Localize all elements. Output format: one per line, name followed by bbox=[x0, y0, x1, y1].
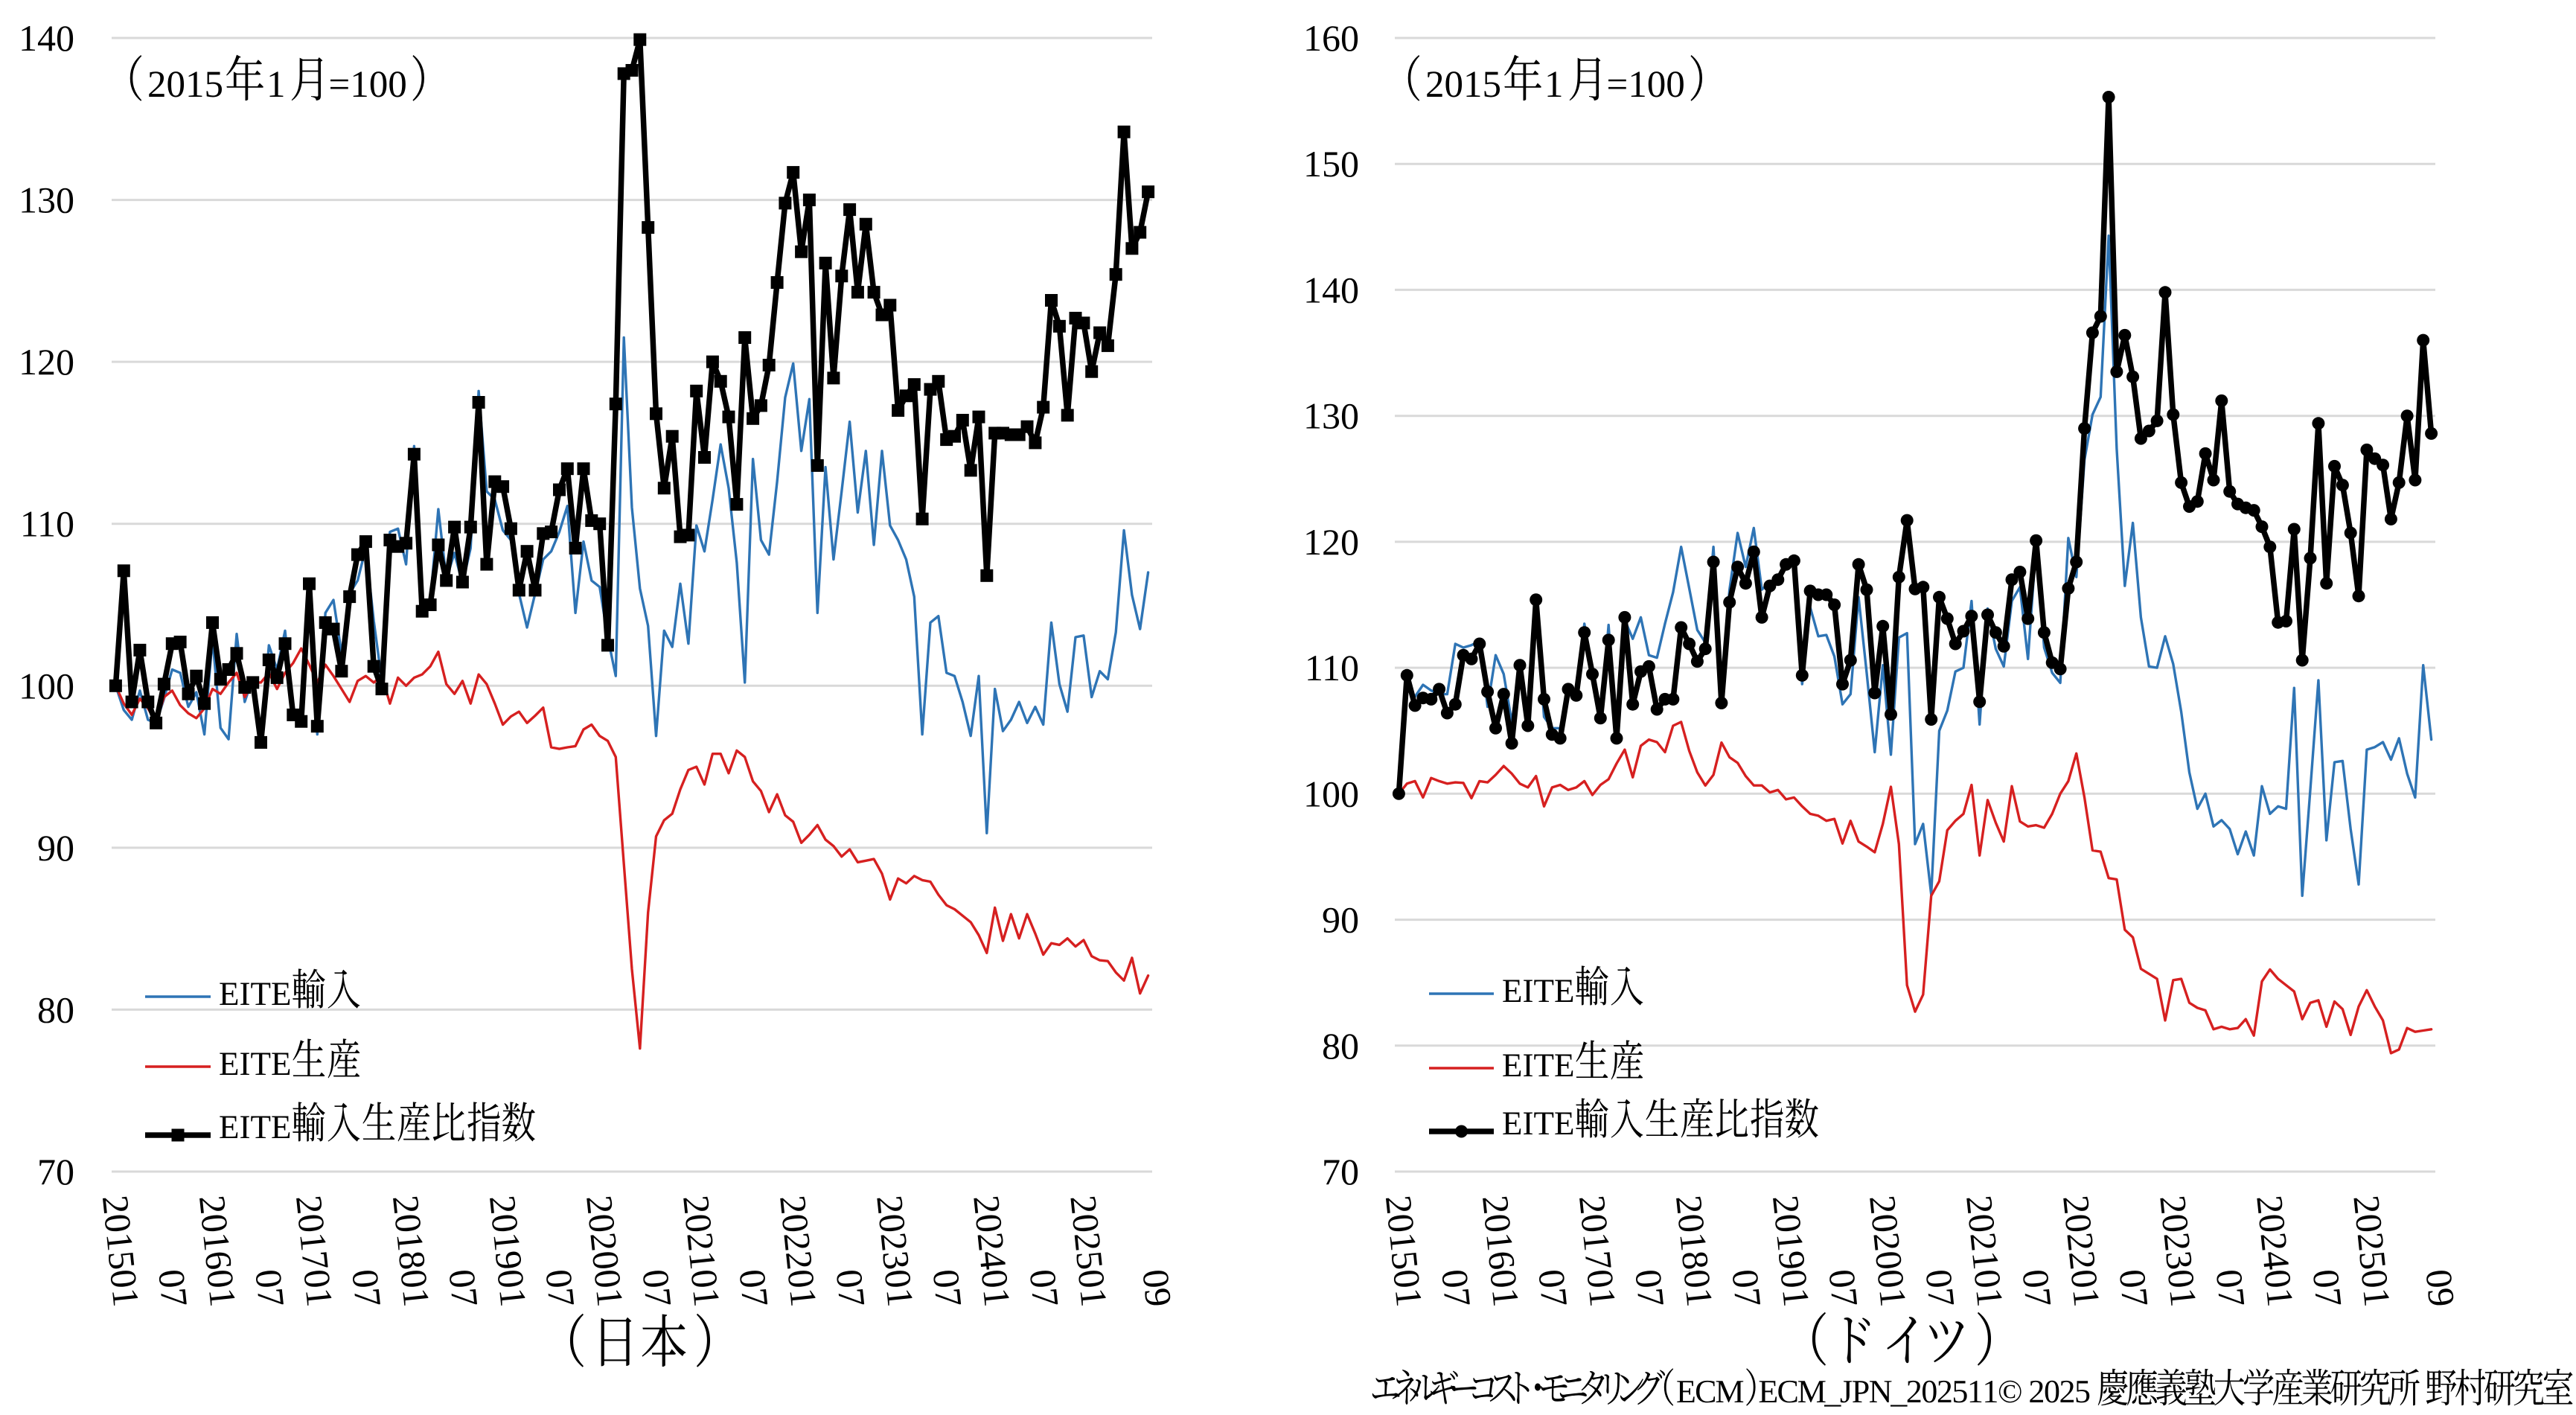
svg-text:07: 07 bbox=[1022, 1268, 1067, 1309]
svg-text:07: 07 bbox=[1530, 1268, 1576, 1309]
svg-text:80: 80 bbox=[1322, 1025, 1359, 1067]
svg-text:110: 110 bbox=[1305, 647, 1359, 689]
svg-text:70: 70 bbox=[1322, 1151, 1359, 1192]
svg-text:140: 140 bbox=[1303, 269, 1359, 310]
svg-text:120: 120 bbox=[19, 341, 74, 383]
svg-text:100: 100 bbox=[19, 665, 74, 706]
svg-text:130: 130 bbox=[19, 179, 74, 221]
svg-text:120: 120 bbox=[1303, 521, 1359, 563]
svg-text:07: 07 bbox=[2112, 1268, 2157, 1309]
svg-text:07: 07 bbox=[537, 1268, 583, 1309]
svg-text:90: 90 bbox=[37, 827, 74, 869]
svg-text:07: 07 bbox=[1821, 1268, 1866, 1309]
svg-text:07: 07 bbox=[732, 1268, 777, 1309]
svg-text:70: 70 bbox=[37, 1151, 74, 1192]
svg-text:07: 07 bbox=[1918, 1268, 1963, 1309]
svg-text:07: 07 bbox=[150, 1268, 196, 1309]
svg-text:140: 140 bbox=[19, 17, 74, 59]
svg-text:07: 07 bbox=[441, 1268, 486, 1309]
svg-text:100: 100 bbox=[1303, 773, 1359, 814]
svg-text:07: 07 bbox=[1724, 1268, 1769, 1309]
svg-text:07: 07 bbox=[635, 1268, 680, 1309]
svg-text:90: 90 bbox=[1322, 899, 1359, 941]
svg-text:110: 110 bbox=[20, 503, 74, 545]
svg-text:09: 09 bbox=[2417, 1268, 2463, 1309]
svg-text:07: 07 bbox=[1627, 1268, 1672, 1309]
svg-text:07: 07 bbox=[828, 1268, 874, 1309]
svg-text:09: 09 bbox=[1134, 1268, 1180, 1309]
svg-text:07: 07 bbox=[1434, 1268, 1479, 1309]
svg-text:07: 07 bbox=[2208, 1268, 2254, 1309]
svg-text:80: 80 bbox=[37, 988, 74, 1030]
svg-text:07: 07 bbox=[2305, 1268, 2350, 1309]
svg-text:07: 07 bbox=[925, 1268, 971, 1309]
svg-text:150: 150 bbox=[1303, 143, 1359, 185]
svg-text:07: 07 bbox=[2015, 1268, 2060, 1309]
svg-text:130: 130 bbox=[1303, 395, 1359, 437]
svg-text:07: 07 bbox=[344, 1268, 389, 1309]
svg-text:07: 07 bbox=[247, 1268, 293, 1309]
svg-text:160: 160 bbox=[1303, 17, 1359, 59]
